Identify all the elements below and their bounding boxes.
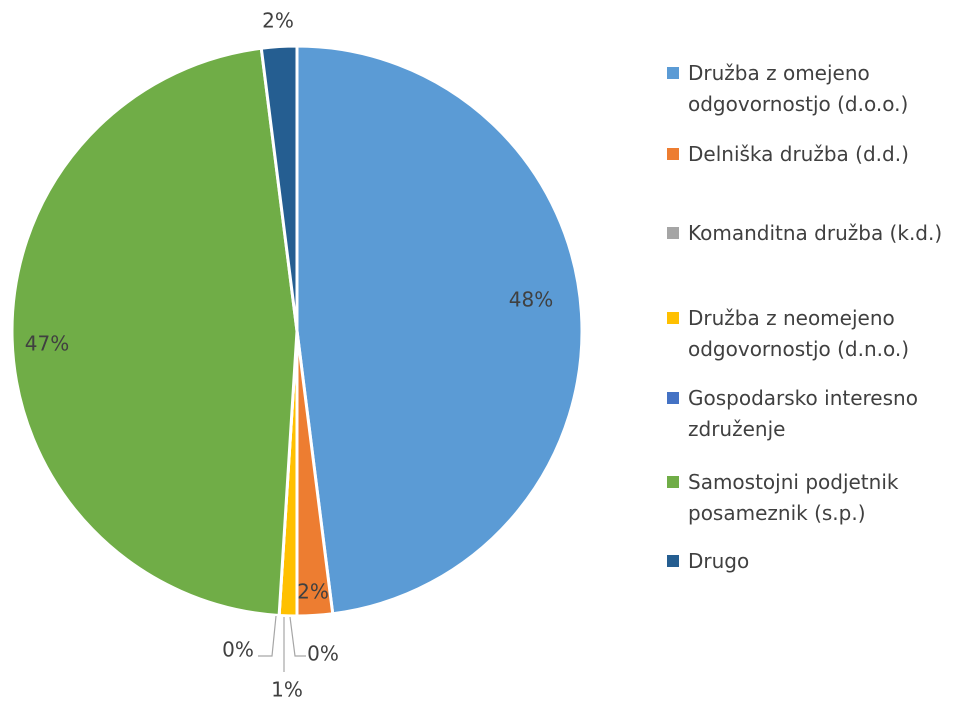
pie-slice xyxy=(10,46,299,618)
data-label: 2% xyxy=(262,9,294,33)
leader-line xyxy=(258,615,277,657)
legend-item: Drugo xyxy=(667,546,967,577)
legend-swatch xyxy=(667,67,679,79)
data-label: 0% xyxy=(307,642,339,666)
legend-item: Samostojni podjetnik posameznik (s.p.) xyxy=(667,467,967,529)
legend-label: Družba z neomejeno odgovornostjo (d.n.o.… xyxy=(688,306,910,361)
pie-slice xyxy=(295,44,584,616)
legend-item: Delniška družba (d.d.) xyxy=(667,139,967,170)
legend-label: Samostojni podjetnik posameznik (s.p.) xyxy=(688,470,899,525)
legend-item: Družba z neomejeno odgovornostjo (d.n.o.… xyxy=(667,303,967,365)
legend-swatch xyxy=(667,312,679,324)
legend-item: Družba z omejeno odgovornostjo (d.o.o.) xyxy=(667,58,967,120)
legend-label: Komanditna družba (k.d.) xyxy=(688,221,943,245)
legend-swatch xyxy=(667,227,679,239)
data-label: 47% xyxy=(25,332,69,356)
legend-item: Gospodarsko interesno združenje xyxy=(667,383,967,445)
leader-line xyxy=(289,616,306,657)
data-label: 48% xyxy=(509,288,553,312)
legend-label: Gospodarsko interesno združenje xyxy=(688,386,918,441)
legend-item: Komanditna družba (k.d.) xyxy=(667,218,967,249)
legend-swatch xyxy=(667,476,679,488)
legend-label: Drugo xyxy=(688,549,750,573)
legend-swatch xyxy=(667,148,679,160)
data-label: 2% xyxy=(297,580,329,604)
pie-slice xyxy=(259,44,299,332)
legend-label: Družba z omejeno odgovornostjo (d.o.o.) xyxy=(688,61,909,116)
data-label: 0% xyxy=(222,638,254,662)
chart: 48%2%0%1%0%47%2% xyxy=(10,9,584,702)
legend-swatch xyxy=(667,392,679,404)
legend-label: Delniška družba (d.d.) xyxy=(688,142,909,166)
data-label: 1% xyxy=(271,678,303,702)
legend-swatch xyxy=(667,555,679,567)
